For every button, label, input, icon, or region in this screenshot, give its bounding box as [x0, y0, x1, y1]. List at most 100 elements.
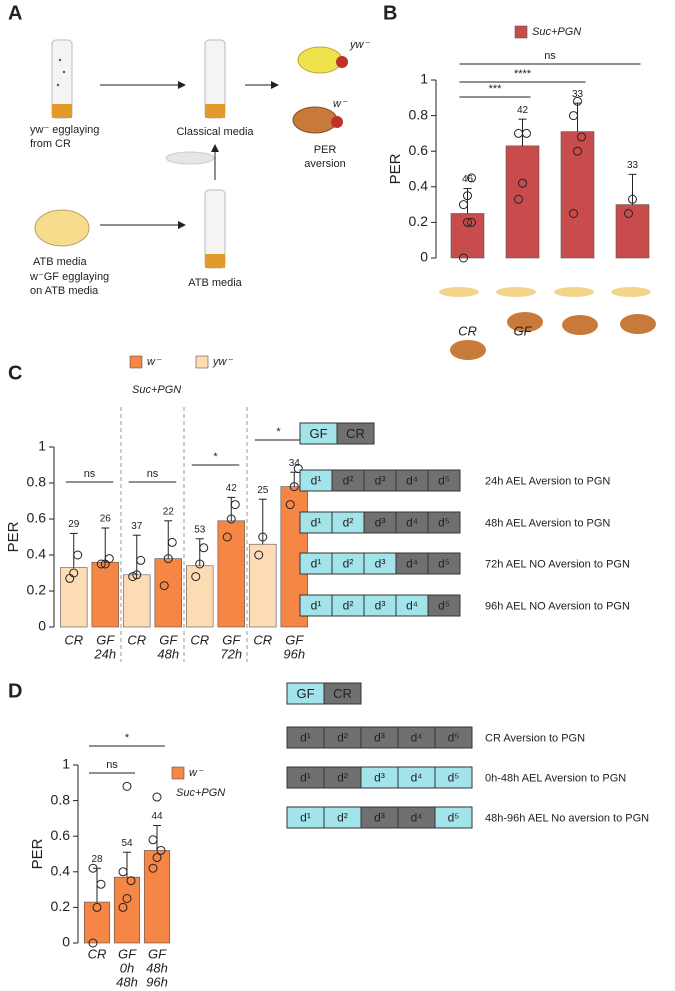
n-label: 44: [151, 811, 163, 822]
fly: [562, 315, 598, 335]
data-point: [628, 194, 637, 204]
bar: [249, 543, 277, 628]
timeline-cell-label: d²: [337, 771, 348, 785]
data-point: [92, 902, 102, 912]
fly: [450, 340, 486, 360]
data-point: [258, 532, 268, 542]
label: aversion: [304, 158, 346, 170]
significance-label: ns: [84, 468, 96, 480]
timeline-cell: [434, 806, 473, 829]
legend-swatch: [129, 355, 143, 369]
data-point: [96, 879, 106, 889]
timeline-cell-label: d¹: [311, 599, 322, 613]
significance-label: ***: [489, 83, 503, 95]
data-point: [254, 550, 264, 560]
timeline-cell-label: d⁴: [406, 557, 418, 571]
data-point: [132, 570, 142, 580]
timeline-cell-label: d⁵: [448, 731, 460, 745]
y-tick-label: 0.4: [51, 863, 71, 879]
n-label: 29: [68, 519, 80, 530]
data-point: [289, 482, 299, 492]
label: from CR: [30, 138, 71, 150]
x-tick-label: GF: [285, 632, 304, 647]
timeline-cell: [434, 726, 473, 749]
data-point: [522, 128, 531, 138]
timeline-cell-label: d³: [374, 771, 385, 785]
x-tick-label: 24h: [93, 646, 116, 661]
n-label: 28: [91, 854, 103, 865]
x-tick-label: GF: [96, 632, 115, 647]
data-point: [122, 894, 132, 903]
timeline-cell-label: d⁵: [438, 557, 450, 571]
label: ATB media: [188, 277, 242, 289]
y-tick-label: 0.6: [27, 510, 47, 526]
data-point: [148, 863, 158, 873]
significance-label: *: [213, 451, 218, 463]
data-point: [226, 514, 236, 524]
larva: [496, 287, 536, 297]
x-tick-label: 72h: [220, 646, 242, 661]
data-point: [118, 902, 128, 912]
data-point: [156, 845, 166, 855]
timeline-row-label: 72h AEL NO Aversion to PGN: [485, 558, 630, 570]
egg: [56, 83, 60, 87]
bar: [83, 901, 111, 944]
timeline-legend-label: CR: [333, 686, 352, 701]
larva: [439, 287, 479, 297]
fly: [620, 314, 656, 334]
y-tick-label: 0.6: [409, 142, 429, 158]
timeline-cell-label: d⁵: [438, 599, 450, 613]
bar: [113, 876, 141, 944]
data-point: [285, 500, 295, 510]
timeline-row-label: 48h-96h AEL No aversion to PGN: [485, 812, 649, 824]
data-point: [459, 200, 468, 210]
n-label: 34: [289, 458, 301, 469]
panel-label: D: [8, 680, 22, 702]
data-point: [104, 554, 114, 564]
fly-brown: [292, 106, 338, 134]
label: yw⁻ egglaying: [30, 124, 99, 136]
x-tick-label: 48h: [157, 646, 179, 661]
y-tick-label: 0.4: [27, 546, 47, 562]
timeline-row-label: 0h-48h AEL Aversion to PGN: [485, 772, 626, 784]
timeline-cell-label: d⁵: [438, 474, 450, 488]
data-point: [152, 792, 162, 802]
y-tick-label: 0.8: [51, 791, 71, 807]
x-tick-label: CR: [190, 632, 209, 647]
y-axis-label: PER: [5, 521, 22, 552]
significance-label: *: [125, 732, 130, 744]
data-point: [624, 209, 633, 218]
data-point: [577, 132, 586, 142]
x-tick-label: CR: [64, 632, 83, 647]
timeline-row-label: 96h AEL NO Aversion to PGN: [485, 600, 630, 612]
timeline-cell: [427, 594, 461, 617]
y-tick-label: 0.2: [51, 898, 71, 914]
y-tick-label: 0: [38, 618, 46, 634]
timeline-legend-label: GF: [296, 686, 314, 701]
panel-label: C: [8, 362, 22, 384]
n-label: 25: [257, 485, 269, 496]
subtitle: Suc+PGN: [176, 787, 225, 799]
timeline-cell-label: d¹: [300, 811, 311, 825]
timeline-cell: [427, 469, 461, 492]
data-point: [514, 128, 523, 138]
data-point: [136, 555, 146, 565]
data-point: [69, 568, 79, 578]
timeline-cell-label: d⁴: [406, 599, 418, 613]
data-point: [122, 781, 132, 791]
timeline-cell-label: d⁴: [411, 771, 423, 785]
tube-food: [205, 104, 225, 118]
data-point: [222, 532, 232, 542]
n-label: 53: [194, 524, 206, 535]
timeline-cell-label: d⁴: [411, 731, 423, 745]
timeline-cell-label: d³: [375, 599, 386, 613]
panel-label: B: [383, 2, 397, 24]
x-tick-label: 48h: [146, 960, 168, 975]
bar: [123, 574, 151, 628]
n-label: 33: [572, 89, 584, 100]
timeline-cell-label: d¹: [300, 771, 311, 785]
panel-a-diagram: [34, 39, 348, 269]
legend-swatch: [514, 25, 528, 39]
egg: [58, 58, 62, 62]
